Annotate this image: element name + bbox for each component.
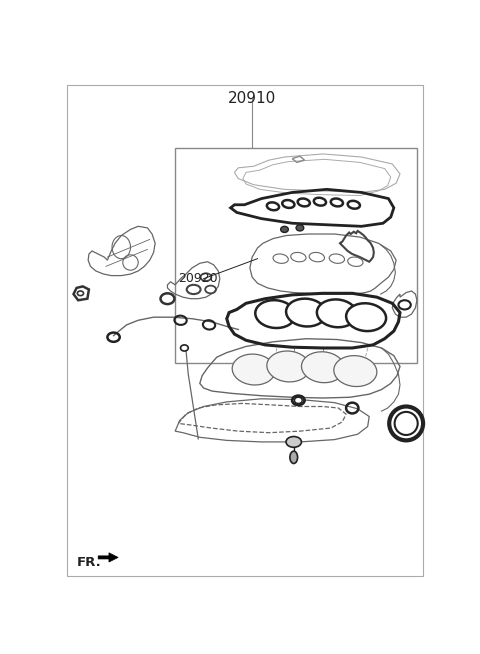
Ellipse shape bbox=[334, 356, 377, 387]
Ellipse shape bbox=[346, 303, 386, 331]
Bar bbox=[175, 148, 417, 364]
Ellipse shape bbox=[301, 352, 345, 383]
Text: 20920: 20920 bbox=[178, 272, 218, 285]
Ellipse shape bbox=[267, 351, 310, 382]
Text: 20910: 20910 bbox=[228, 91, 276, 106]
Ellipse shape bbox=[317, 300, 357, 327]
Ellipse shape bbox=[180, 345, 188, 351]
Polygon shape bbox=[98, 553, 118, 562]
Ellipse shape bbox=[395, 412, 418, 435]
Ellipse shape bbox=[77, 291, 84, 296]
Ellipse shape bbox=[286, 299, 326, 326]
Ellipse shape bbox=[290, 451, 298, 464]
Ellipse shape bbox=[281, 226, 288, 232]
Ellipse shape bbox=[255, 300, 295, 328]
Ellipse shape bbox=[296, 225, 304, 231]
Text: FR.: FR. bbox=[77, 555, 101, 568]
Ellipse shape bbox=[295, 397, 302, 404]
Ellipse shape bbox=[286, 436, 301, 447]
Ellipse shape bbox=[232, 354, 275, 385]
